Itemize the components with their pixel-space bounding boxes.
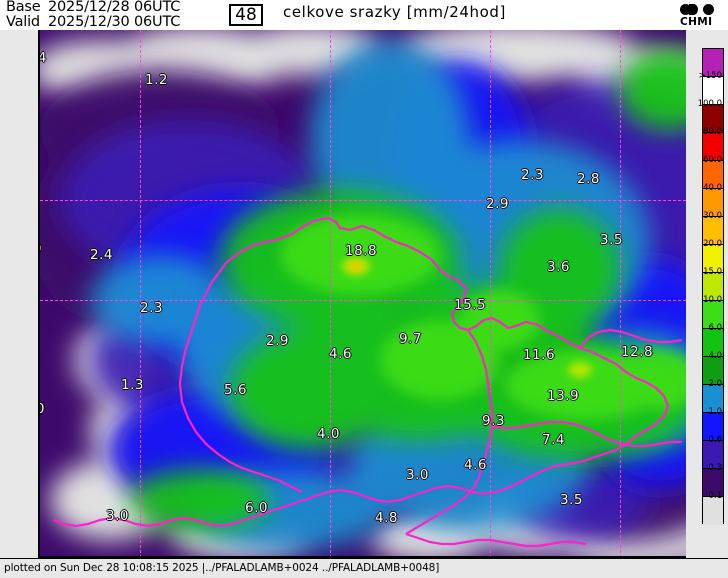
color-scale-cell xyxy=(703,217,723,245)
footer-bar: plotted on Sun Dec 28 10:08:15 2025 |../… xyxy=(0,558,728,578)
logo-marks-icon xyxy=(680,1,724,16)
color-scale-bar[interactable] xyxy=(702,48,724,525)
precip-raster xyxy=(40,30,686,558)
color-scale-cell xyxy=(703,77,723,105)
map-bottom-border xyxy=(38,556,686,558)
color-scale-cell xyxy=(703,357,723,385)
chmi-logo: CHMI xyxy=(680,1,724,29)
forecast-step-box: 48 xyxy=(229,4,263,26)
color-scale-cell xyxy=(703,105,723,133)
logo-halfcircle-icon xyxy=(689,4,698,15)
color-scale-cell xyxy=(703,385,723,413)
color-scale-tick-label: 20.0 xyxy=(703,239,722,249)
map-panel[interactable]: 0.41.23.02.42.32.32.82.93.53.618.815.52.… xyxy=(38,30,686,558)
valid-label: Valid xyxy=(6,14,40,30)
page-title: celkove srazky [mm/24hod] xyxy=(283,3,506,21)
color-scale-tick-label: 0.3 xyxy=(708,463,722,473)
color-scale-tick-label: 40.0 xyxy=(703,183,722,193)
left-margin xyxy=(0,30,38,558)
color-scale-tick-label: 15.0 xyxy=(703,267,722,277)
color-scale-cell xyxy=(703,329,723,357)
valid-value: 2025/12/30 06UTC xyxy=(48,14,181,30)
header-bar: Base 2025/12/28 06UTC Valid 2025/12/30 0… xyxy=(0,0,728,30)
color-scale-tick-label: 60.0 xyxy=(703,155,722,165)
color-scale-tick-label: 4.0 xyxy=(708,351,722,361)
color-scale-cell xyxy=(703,413,723,441)
color-scale-tick-label: 1.0 xyxy=(708,407,722,417)
color-scale-tick-label: 30.0 xyxy=(703,211,722,221)
color-scale-tick-label: 6.0 xyxy=(708,323,722,333)
logo-circle2-icon xyxy=(703,4,714,15)
color-scale-cell xyxy=(703,441,723,469)
run-times: Base 2025/12/28 06UTC Valid 2025/12/30 0… xyxy=(6,0,221,30)
color-scale-tick-label: 2.0 xyxy=(708,379,722,389)
color-scale-tick-label: 80.0 xyxy=(703,127,722,137)
color-scale-cell xyxy=(703,273,723,301)
color-scale-tick-label: >150 xyxy=(698,71,722,81)
color-scale-cell xyxy=(703,497,723,525)
color-scale-cell xyxy=(703,189,723,217)
color-scale-tick-label: 0.1 xyxy=(708,491,722,501)
color-scale-cell xyxy=(703,161,723,189)
precipitation-field: 0.41.23.02.42.32.32.82.93.53.618.815.52.… xyxy=(40,30,686,558)
logo-circle-icon xyxy=(680,4,691,15)
logo-text: CHMI xyxy=(680,16,713,28)
color-scale-cell xyxy=(703,49,723,77)
color-scale-cell xyxy=(703,245,723,273)
color-scale-cell xyxy=(703,469,723,497)
color-scale-legend: >150 100.0 80.0 60.0 40.0 30.0 20.0 15.0 10.0 6.0… xyxy=(688,30,728,558)
base-value: 2025/12/28 06UTC xyxy=(48,0,181,15)
color-scale-tick-label: 100.0 xyxy=(697,99,722,109)
base-time-row: Base 2025/12/28 06UTC xyxy=(6,0,221,15)
color-scale-tick-label: 0.6 xyxy=(708,435,722,445)
color-scale-cell xyxy=(703,133,723,161)
base-label: Base xyxy=(6,0,41,15)
valid-time-row: Valid 2025/12/30 06UTC xyxy=(6,15,221,30)
color-scale-tick-label: 10.0 xyxy=(703,295,722,305)
color-scale-cell xyxy=(703,301,723,329)
footer-status-text: plotted on Sun Dec 28 10:08:15 2025 |../… xyxy=(4,562,440,574)
